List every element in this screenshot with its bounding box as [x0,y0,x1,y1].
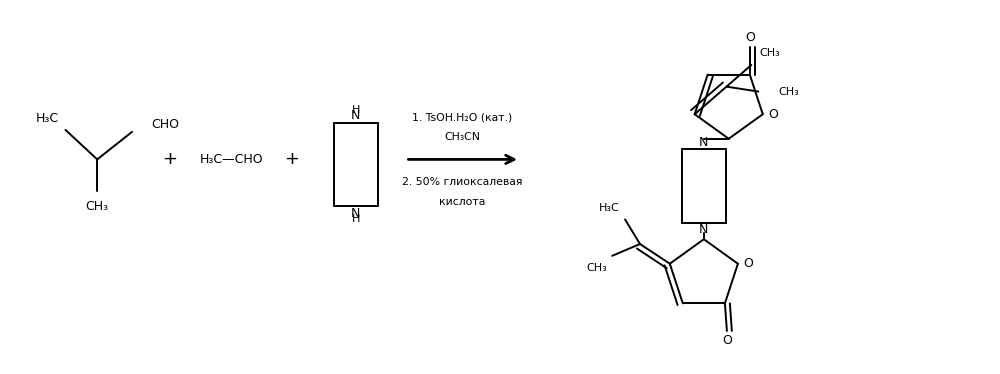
Text: +: + [162,150,177,168]
Text: O: O [768,108,778,121]
Text: CH₃: CH₃ [778,86,799,96]
Text: H₃C—CHO: H₃C—CHO [200,153,263,166]
Text: O: O [743,257,753,270]
Text: H₃C: H₃C [599,203,620,212]
Text: N: N [699,136,709,148]
Text: N: N [699,223,709,236]
Text: +: + [284,150,299,168]
Text: CHO: CHO [151,119,179,131]
Text: 1. TsOH.H₂O (кат.): 1. TsOH.H₂O (кат.) [412,112,512,122]
Text: N: N [351,109,360,122]
Text: CH₃: CH₃ [86,200,109,213]
Text: 2. 50% глиоксалевая: 2. 50% глиоксалевая [402,177,522,187]
Text: H₃C: H₃C [36,111,59,125]
Text: O: O [722,334,732,347]
Text: кислота: кислота [439,197,485,207]
Text: O: O [745,31,755,44]
Text: CH₃CN: CH₃CN [444,132,480,142]
Text: N: N [351,207,360,220]
Text: H: H [352,105,360,115]
Text: H: H [352,214,360,224]
Text: CH₃: CH₃ [759,48,780,58]
Text: CH₃: CH₃ [586,263,607,273]
